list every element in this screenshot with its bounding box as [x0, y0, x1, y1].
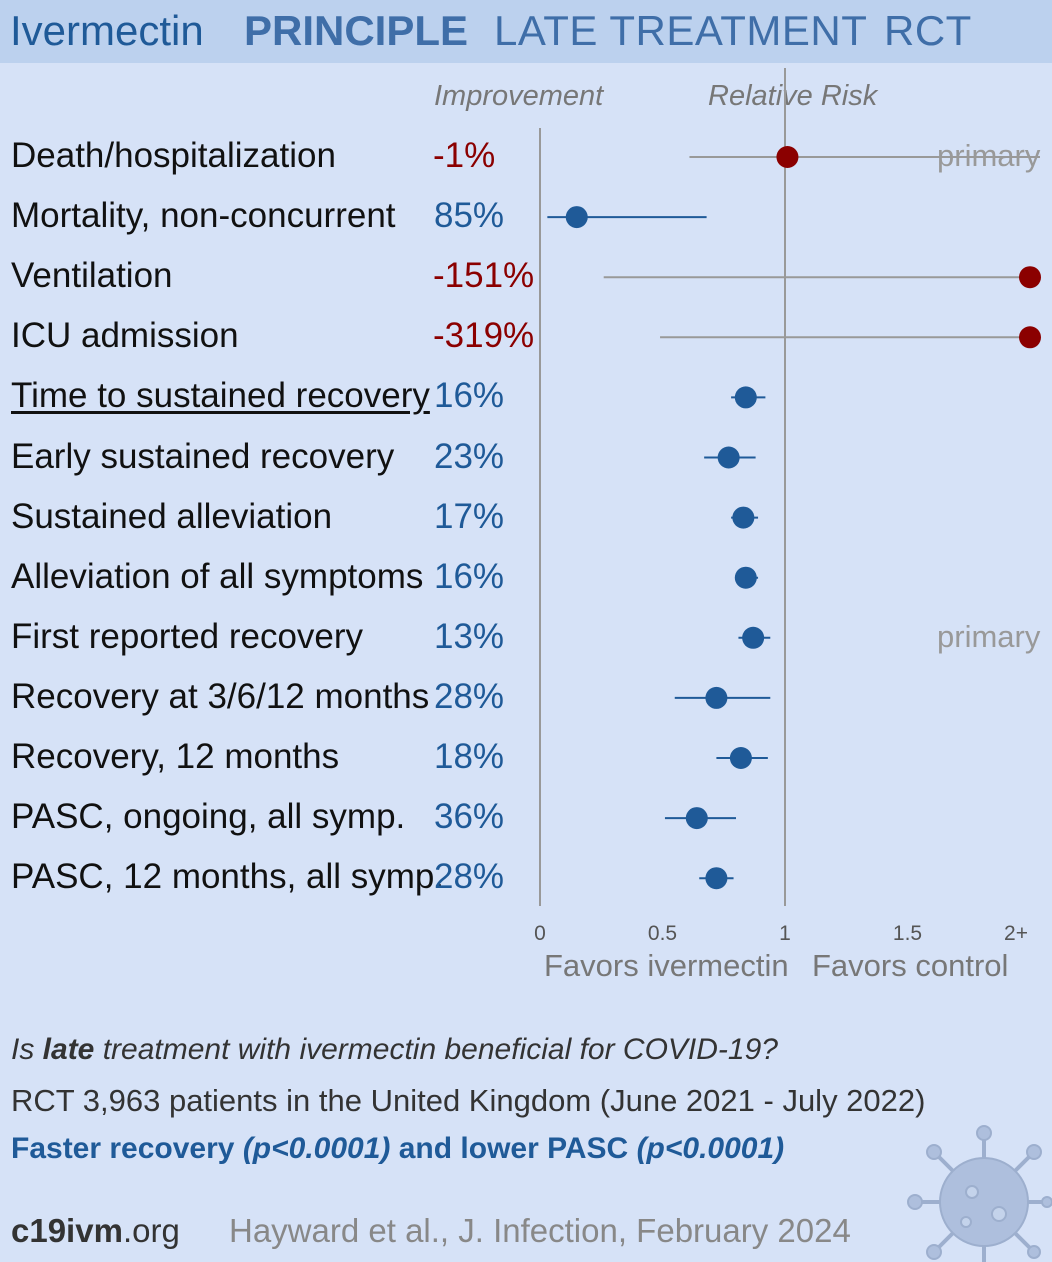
outcome-name: Ventilation: [11, 256, 173, 296]
improvement-column-header: Improvement: [434, 80, 604, 112]
favors-control-label: Favors control: [812, 948, 1009, 983]
improvement-value: 23%: [434, 436, 505, 476]
population-text: RCT 3,963 patients in the United Kingdom…: [11, 1083, 926, 1118]
point-estimate: [742, 626, 765, 649]
outcome-row: Death/hospitalization -1% primary: [0, 128, 1052, 184]
site-domain: .org: [122, 1212, 180, 1249]
point-estimate: [734, 566, 757, 589]
outcome-name: First reported recovery: [11, 616, 364, 656]
outcome-name: Death/hospitalization: [11, 136, 336, 175]
outcome-name: ICU admission: [11, 316, 239, 356]
drug-title: Ivermectin: [10, 7, 204, 54]
point-estimate: [565, 206, 588, 229]
outcome-row: Early sustained recovery 23%: [0, 429, 1052, 485]
outcome-row: Sustained alleviation 17%: [0, 489, 1052, 545]
outcome-name: Recovery at 3/6/12 months: [11, 676, 430, 716]
point-estimate: [776, 146, 799, 168]
treatment-stage: LATE TREATMENT: [494, 7, 868, 54]
primary-outcome-label: primary: [937, 618, 1041, 654]
outcome-row: Time to sustained recovery 16%: [0, 368, 1052, 424]
x-tick-label: 2+: [1004, 922, 1028, 945]
improvement-value: 13%: [434, 616, 505, 656]
site-name-bold: c19ivm: [11, 1212, 123, 1249]
outcome-name: PASC, 12 months, all symp.: [11, 857, 445, 897]
question-text: Is late treatment with ivermectin benefi…: [11, 1033, 778, 1067]
outcome-row: PASC, ongoing, all symp. 36%: [0, 789, 1052, 845]
point-estimate: [705, 686, 728, 709]
question-prefix: Is: [11, 1033, 43, 1066]
outcome-name: Recovery, 12 months: [11, 737, 340, 776]
favors-ivermectin-label: Favors ivermectin: [544, 948, 789, 983]
improvement-value: -1%: [433, 136, 496, 175]
x-tick-label: 0: [534, 922, 546, 945]
improvement-value: 28%: [434, 857, 505, 897]
outcome-row: Alleviation of all symptoms 16%: [0, 549, 1052, 605]
outcome-row: Mortality, non-concurrent 85%: [0, 188, 1052, 244]
improvement-value: 36%: [434, 797, 505, 837]
result-part-a: Faster recovery: [11, 1132, 243, 1165]
result-pvalue-2: (p<0.0001): [636, 1132, 785, 1165]
improvement-value: -319%: [433, 316, 535, 356]
outcome-name: Early sustained recovery: [11, 436, 395, 476]
outcome-row: Recovery, 12 months 18%: [0, 729, 1052, 785]
coronavirus-icon: [907, 1125, 1052, 1262]
outcome-name: Mortality, non-concurrent: [11, 196, 396, 236]
outcome-row: ICU admission -319%: [0, 308, 1052, 364]
outcome-row: First reported recovery 13% primary: [0, 609, 1052, 665]
improvement-value: 28%: [434, 676, 505, 716]
point-estimate: [1019, 266, 1041, 289]
improvement-value: 16%: [434, 556, 505, 596]
point-estimate: [729, 747, 752, 769]
citation-text: Hayward et al., J. Infection, February 2…: [229, 1212, 851, 1249]
question-emphasis: late: [42, 1033, 95, 1066]
site-link[interactable]: c19ivm.org: [11, 1212, 180, 1250]
outcome-name: Sustained alleviation: [11, 496, 333, 536]
outcome-row: Ventilation -151%: [0, 248, 1052, 304]
question-suffix: treatment with ivermectin beneficial for…: [94, 1033, 778, 1066]
x-tick-label: 0.5: [647, 922, 678, 945]
point-estimate: [705, 867, 728, 890]
point-estimate: [717, 446, 740, 469]
outcome-name[interactable]: Time to sustained recovery: [11, 376, 430, 416]
trial-name: PRINCIPLE: [244, 7, 469, 54]
improvement-value: -151%: [433, 256, 535, 296]
header-bar: Ivermectin PRINCIPLE LATE TREATMENT RCT: [0, 0, 1052, 63]
point-estimate: [734, 386, 757, 409]
result-pvalue-1: (p<0.0001): [242, 1132, 391, 1165]
outcome-row: PASC, 12 months, all symp. 28%: [0, 849, 1052, 905]
improvement-value: 18%: [434, 737, 505, 776]
primary-outcome-label: primary: [937, 138, 1041, 173]
outcome-name: Alleviation of all symptoms: [11, 556, 424, 596]
result-text: Faster recovery (p<0.0001) and lower PAS…: [11, 1132, 784, 1166]
point-estimate: [732, 506, 755, 529]
relative-risk-column-header: Relative Risk: [708, 80, 878, 112]
improvement-value: 16%: [434, 376, 505, 416]
improvement-value: 85%: [434, 196, 505, 236]
point-estimate: [685, 807, 708, 830]
outcome-name: PASC, ongoing, all symp.: [11, 797, 406, 837]
outcome-row: Recovery at 3/6/12 months 28%: [0, 669, 1052, 725]
result-part-b: and lower PASC: [390, 1132, 637, 1165]
x-tick-label: 1.5: [892, 922, 923, 945]
improvement-value: 17%: [434, 496, 505, 536]
point-estimate: [1019, 326, 1041, 349]
x-tick-label: 1: [779, 922, 791, 945]
study-type: RCT: [884, 7, 972, 54]
